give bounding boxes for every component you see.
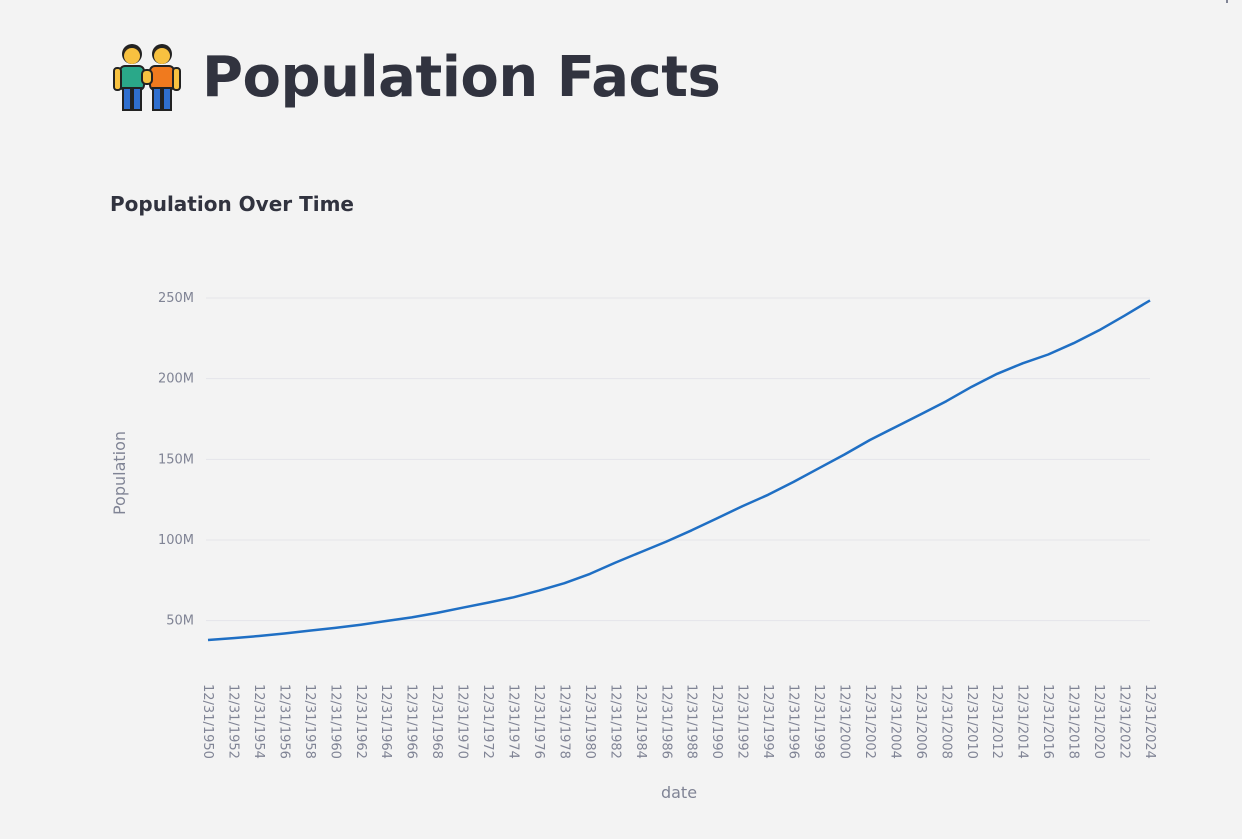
y-tick-label: 50M xyxy=(166,614,194,629)
x-tick-label: 12/31/2008 xyxy=(938,684,953,759)
y-tick-label: 250M xyxy=(158,291,194,306)
x-tick-label: 12/31/1998 xyxy=(811,684,826,759)
x-tick-label: 12/31/1958 xyxy=(302,684,317,759)
x-axis-ticks: 12/31/1950 12/31/1952 12/31/1954 12/31/1956… xyxy=(200,684,1157,759)
x-tick-label: 12/31/1982 xyxy=(607,684,622,759)
x-tick-label: 12/31/1990 xyxy=(709,684,724,759)
x-tick-label: 12/31/1970 xyxy=(455,684,470,759)
y-axis-ticks: 50M 100M 150M 200M 250M xyxy=(158,291,194,629)
x-tick-label: 12/31/1988 xyxy=(684,684,699,759)
x-tick-label: 12/31/1996 xyxy=(786,684,801,759)
y-tick-label: 100M xyxy=(158,533,194,548)
x-tick-label: 12/31/2018 xyxy=(1066,684,1081,759)
y-axis-title: Population xyxy=(110,431,129,515)
x-tick-label: 12/31/2002 xyxy=(862,684,877,759)
x-tick-label: 12/31/1992 xyxy=(735,684,750,759)
x-tick-label: 12/31/2006 xyxy=(913,684,928,759)
x-tick-label: 12/31/2016 xyxy=(1040,684,1055,759)
line-layer xyxy=(207,299,1151,642)
x-tick-label: 12/31/2010 xyxy=(964,684,979,759)
x-tick-label: 12/31/1976 xyxy=(531,684,546,759)
x-tick-label: 12/31/2014 xyxy=(1015,684,1030,759)
x-tick-label: 12/31/1980 xyxy=(582,684,597,759)
population-series-line xyxy=(207,299,1151,642)
x-tick-label: 12/31/1956 xyxy=(276,684,291,759)
x-tick-label: 12/31/1954 xyxy=(251,684,266,759)
x-tick-label: 12/31/1964 xyxy=(378,684,393,759)
x-tick-label: 12/31/1968 xyxy=(429,684,444,759)
x-tick-label: 12/31/2020 xyxy=(1091,684,1106,759)
x-tick-label: 12/31/1984 xyxy=(633,684,648,759)
x-tick-label: 12/31/2000 xyxy=(836,684,851,759)
x-tick-label: 12/31/1966 xyxy=(404,684,419,759)
x-axis-title: date xyxy=(661,783,697,802)
x-tick-label: 12/31/1952 xyxy=(225,684,240,759)
x-tick-label: 12/31/1974 xyxy=(506,684,521,759)
page-title: Population Facts xyxy=(202,44,721,110)
chart-title: Population Over Time xyxy=(110,192,354,216)
people-holding-hands-icon xyxy=(113,44,181,111)
x-tick-label: 12/31/1986 xyxy=(658,684,673,759)
x-tick-label: 12/31/1978 xyxy=(556,684,571,759)
grid-layer xyxy=(206,297,1150,622)
x-tick-label: 12/31/2024 xyxy=(1142,684,1157,759)
x-tick-label: 12/31/1950 xyxy=(200,684,215,759)
x-tick-label: 12/31/1960 xyxy=(327,684,342,759)
y-tick-label: 200M xyxy=(158,372,194,387)
x-tick-label: 12/31/2012 xyxy=(989,684,1004,759)
x-tick-label: 12/31/2022 xyxy=(1117,684,1132,759)
corner-mark xyxy=(1226,0,1228,3)
x-tick-label: 12/31/1962 xyxy=(353,684,368,759)
x-tick-label: 12/31/1994 xyxy=(760,684,775,759)
page-header: Population Facts xyxy=(110,40,721,114)
x-tick-label: 12/31/2004 xyxy=(887,684,902,759)
x-tick-label: 12/31/1972 xyxy=(480,684,495,759)
y-tick-label: 150M xyxy=(158,452,194,467)
